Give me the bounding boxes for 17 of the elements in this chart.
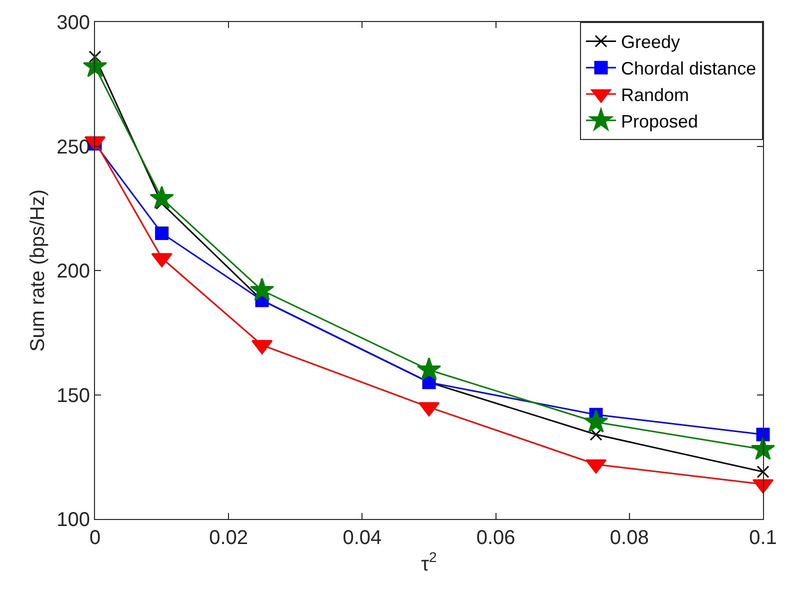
x-tick-label: 0.04 — [342, 527, 382, 549]
x-tick-label: 0.08 — [610, 527, 649, 549]
y-tick-label: 250 — [56, 136, 90, 158]
x-tick-label: 0.02 — [209, 527, 248, 549]
legend-label: Random — [621, 85, 690, 106]
y-axis-title: Sum rate (bps/Hz) — [27, 189, 50, 352]
x-tick-label: 0.06 — [476, 527, 516, 549]
x-axis-title: τ$^{2}$ — [421, 549, 438, 576]
y-tick-label: 150 — [56, 384, 90, 407]
y-tick-label: 100 — [56, 509, 90, 531]
x-tick-label: 0 — [89, 527, 101, 549]
legend-label: Proposed — [621, 111, 698, 132]
y-tick-label: 300 — [56, 12, 90, 34]
y-tick-label: 200 — [56, 260, 90, 282]
x-tick-label: 0.1 — [749, 527, 777, 549]
legend-label: Greedy — [621, 32, 680, 52]
legend-label: Chordal distance — [621, 58, 756, 79]
